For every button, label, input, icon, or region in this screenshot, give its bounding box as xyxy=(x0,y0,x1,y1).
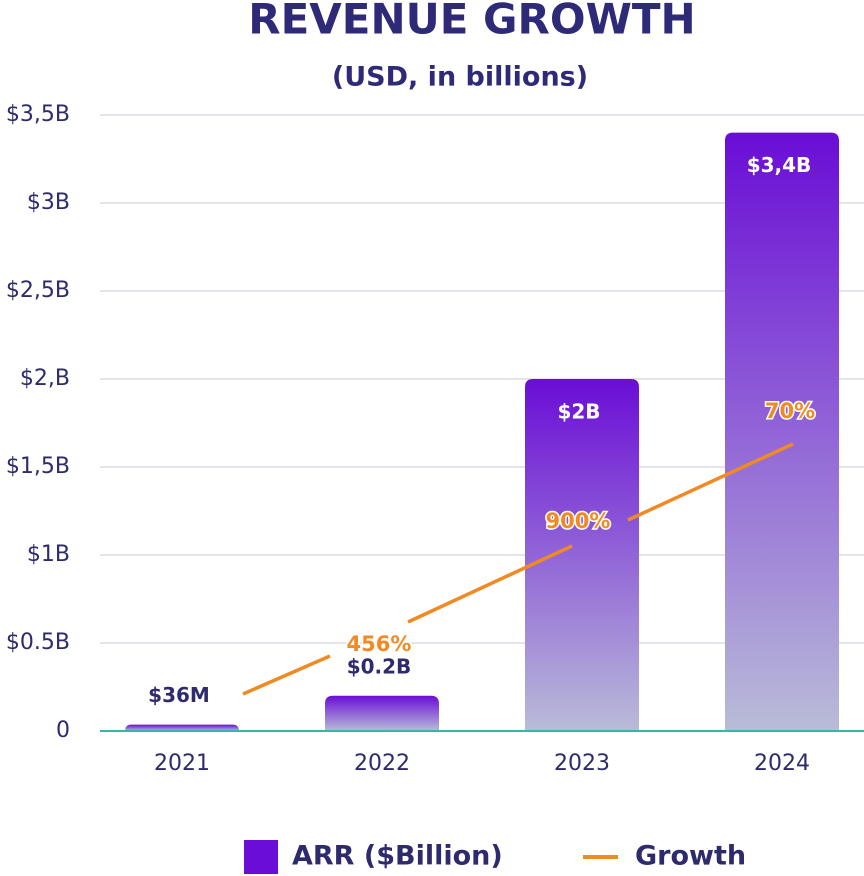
chart-title: REVENUE GROWTH xyxy=(248,0,695,44)
x-tick-label: 2024 xyxy=(754,751,810,776)
legend-swatch xyxy=(244,840,278,874)
y-tick-label: $0.5B xyxy=(6,630,70,655)
legend-label: Growth xyxy=(635,841,746,872)
trend-line xyxy=(242,442,794,696)
trend-segment xyxy=(407,544,573,624)
y-tick-label: $1B xyxy=(27,542,70,567)
legend-label: ARR ($Billion) xyxy=(292,841,503,872)
bar xyxy=(125,724,239,731)
y-tick-label: $3B xyxy=(27,190,70,215)
chart-subtitle: (USD, in billions) xyxy=(332,62,588,93)
growth-label: 456% xyxy=(347,632,412,656)
y-tick-label: $2,B xyxy=(20,366,70,391)
x-tick-label: 2022 xyxy=(354,751,410,776)
trend-segment xyxy=(627,442,794,522)
y-tick-label: $1,5B xyxy=(6,454,70,479)
x-tick-label: 2023 xyxy=(554,751,610,776)
value-label: $3,4B xyxy=(747,153,812,177)
bar xyxy=(725,132,839,732)
bar xyxy=(325,695,439,731)
value-label: $36M xyxy=(148,683,210,707)
y-tick-label: 0 xyxy=(56,718,70,743)
x-tick-label: 2021 xyxy=(154,751,210,776)
growth-label: 900% xyxy=(546,509,611,533)
growth-label: 70% xyxy=(765,399,815,423)
value-label: $0.2B xyxy=(347,654,412,678)
y-tick-label: $3,5B xyxy=(6,102,70,127)
y-tick-label: $2,5B xyxy=(6,278,70,303)
bar xyxy=(525,379,639,731)
value-label: $2B xyxy=(557,400,600,424)
trend-segment xyxy=(242,654,331,696)
